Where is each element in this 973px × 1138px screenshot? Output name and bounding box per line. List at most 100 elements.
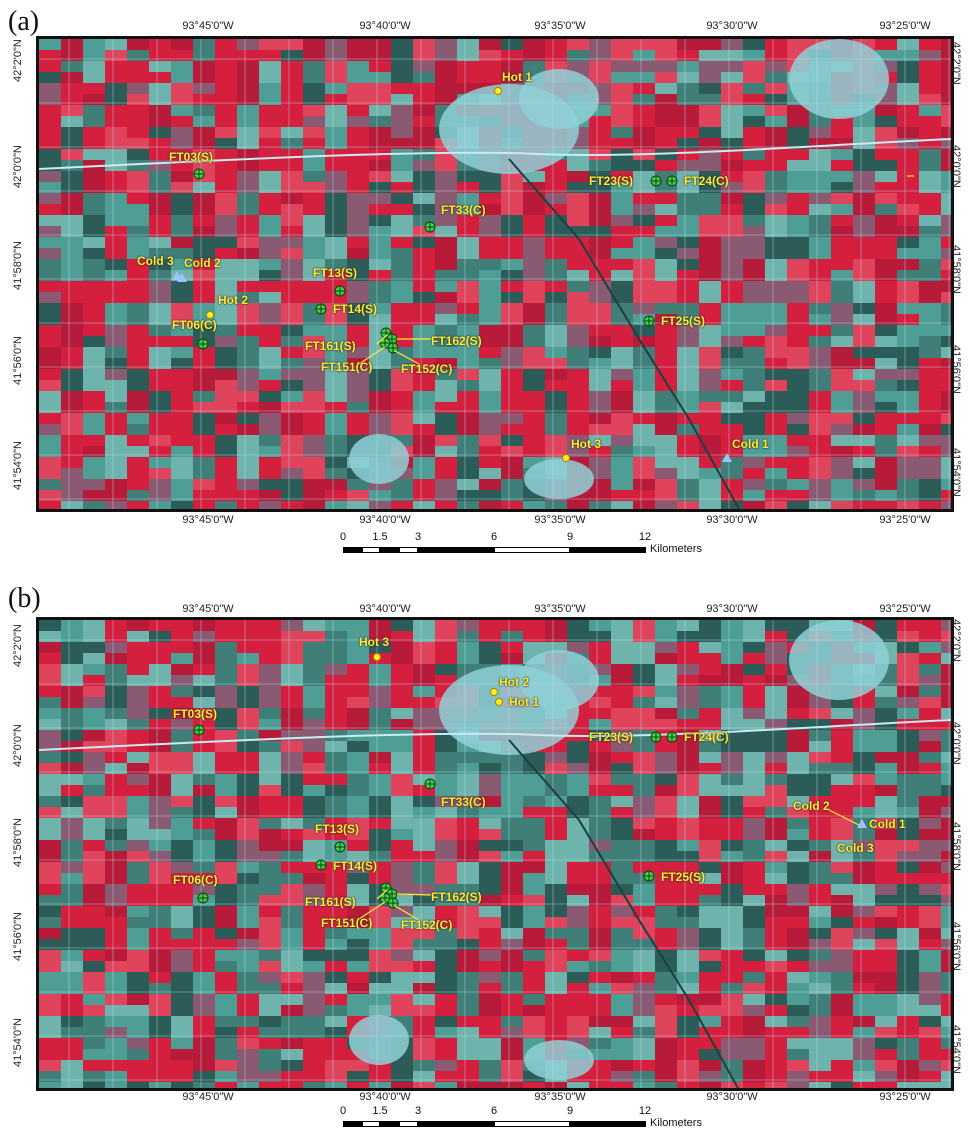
scale-tick: 0 bbox=[339, 531, 347, 543]
scale-tick: 1.5 bbox=[372, 1105, 388, 1117]
site-label: FT25(S) bbox=[661, 314, 706, 328]
lon-label: 93°25'0"W bbox=[879, 514, 931, 526]
lat-label: 41°56'0"N bbox=[12, 336, 24, 385]
lon-label: 93°45'0"W bbox=[182, 514, 234, 526]
site-marker-icon bbox=[666, 731, 678, 743]
hot-pixel-icon bbox=[495, 698, 503, 706]
site-marker-icon bbox=[666, 175, 678, 187]
scale-tick: 9 bbox=[566, 531, 574, 543]
site-label: FT161(S) bbox=[305, 895, 356, 909]
scale-unit: Kilometers bbox=[650, 543, 702, 555]
lat-label: 42°0'0"N bbox=[12, 145, 24, 188]
hot-pixel-label: Hot 2 bbox=[499, 675, 529, 689]
scale-tick: 0 bbox=[339, 1105, 347, 1117]
map-annotations: FT03(S) FT06(C) FT13(S) FT14(S) FT161(S)… bbox=[39, 620, 951, 1088]
lat-label: 41°56'0"N bbox=[12, 912, 24, 961]
site-label: FT23(S) bbox=[589, 730, 634, 744]
cold-pixel-label: Cold 3 bbox=[837, 841, 874, 855]
lat-label: 41°54'0"N bbox=[12, 441, 24, 490]
site-marker-icon bbox=[315, 303, 327, 315]
cold-pixel-icon bbox=[172, 271, 182, 280]
site-label: FT13(S) bbox=[313, 266, 358, 280]
hot-pixel-icon bbox=[490, 688, 498, 696]
site-label: FT06(C) bbox=[173, 873, 218, 887]
lon-label: 93°40'0"W bbox=[359, 20, 411, 32]
hot-pixel-label: Hot 3 bbox=[571, 437, 601, 451]
scale-tick: 3 bbox=[414, 531, 422, 543]
site-label: FT06(C) bbox=[172, 318, 217, 332]
scale-tick: 6 bbox=[490, 1105, 498, 1117]
lon-label: 93°30'0"W bbox=[706, 514, 758, 526]
hot-pixel-icon bbox=[373, 653, 381, 661]
site-marker-icon bbox=[387, 897, 399, 909]
imagery bbox=[39, 620, 951, 1088]
site-label: FT161(S) bbox=[305, 339, 356, 353]
site-marker-icon bbox=[334, 841, 346, 853]
site-label: FT33(C) bbox=[441, 203, 486, 217]
cold-pixel-label: Cold 2 bbox=[793, 799, 830, 813]
site-marker-icon bbox=[193, 724, 205, 736]
site-label: FT23(S) bbox=[589, 174, 634, 188]
cold-pixel-icon bbox=[722, 453, 732, 462]
site-label: FT162(S) bbox=[431, 890, 482, 904]
lon-label: 93°25'0"W bbox=[879, 20, 931, 32]
hot-pixel-label: Hot 1 bbox=[502, 70, 532, 84]
lat-label: 42°2'0"N bbox=[12, 624, 24, 667]
cold-pixel-label: Cold 1 bbox=[869, 817, 906, 831]
hot-pixel-label: Hot 1 bbox=[509, 695, 539, 709]
site-label: FT33(C) bbox=[441, 795, 486, 809]
lon-label: 93°45'0"W bbox=[182, 1091, 234, 1103]
cold-pixel-icon bbox=[857, 819, 867, 828]
imagery bbox=[39, 39, 951, 509]
site-marker-icon bbox=[379, 337, 391, 349]
scale-tick: 6 bbox=[490, 531, 498, 543]
cold-pixel-label: Cold 1 bbox=[732, 437, 769, 451]
lon-label: 93°35'0"W bbox=[534, 514, 586, 526]
scale-tick: 1.5 bbox=[372, 531, 388, 543]
site-marker-icon bbox=[650, 731, 662, 743]
site-marker-icon bbox=[315, 859, 327, 871]
site-marker-icon bbox=[379, 892, 391, 904]
scale-unit: Kilometers bbox=[650, 1117, 702, 1129]
hot-pixel-label: Hot 3 bbox=[359, 635, 389, 649]
scale-tick: 9 bbox=[566, 1105, 574, 1117]
site-marker-icon bbox=[643, 870, 655, 882]
panel-a: (a) 93°45'0"W 93°40'0"W 93°35'0"W 93°30'… bbox=[8, 6, 962, 555]
site-marker-icon bbox=[424, 778, 436, 790]
hot-pixel-label: Hot 2 bbox=[218, 293, 248, 307]
site-marker-icon bbox=[197, 892, 209, 904]
site-label: FT24(C) bbox=[684, 730, 729, 744]
panel-b: (b) 93°45'0"W 93°40'0"W 93°35'0"W 93°30'… bbox=[0, 569, 973, 1138]
lon-label: 93°35'0"W bbox=[534, 603, 586, 615]
site-marker-icon bbox=[387, 342, 399, 354]
site-marker-icon bbox=[197, 338, 209, 350]
lon-label: 93°30'0"W bbox=[706, 603, 758, 615]
site-marker-icon bbox=[650, 175, 662, 187]
lat-label: 42°0'0"N bbox=[12, 724, 24, 767]
false-color-map: FT03(S) FT06(C) FT13(S) FT14(S) FT161(S)… bbox=[36, 36, 954, 512]
site-label: FT14(S) bbox=[333, 859, 378, 873]
lon-label: 93°25'0"W bbox=[879, 1091, 931, 1103]
site-marker-icon bbox=[643, 315, 655, 327]
lat-label: 41°58'0"N bbox=[12, 241, 24, 290]
site-label: FT14(S) bbox=[333, 302, 378, 316]
hot-pixel-icon bbox=[206, 311, 214, 319]
lon-label: 93°25'0"W bbox=[879, 603, 931, 615]
site-label: FT152(C) bbox=[401, 362, 453, 376]
lat-label: 41°58'0"N bbox=[12, 818, 24, 867]
site-label: FT03(S) bbox=[169, 150, 214, 164]
site-label: FT151(C) bbox=[321, 916, 373, 930]
site-marker-icon bbox=[193, 168, 205, 180]
lon-label: 93°45'0"W bbox=[182, 20, 234, 32]
lon-label: 93°30'0"W bbox=[706, 1091, 758, 1103]
site-label: FT151(C) bbox=[321, 360, 373, 374]
site-label: FT24(C) bbox=[684, 174, 729, 188]
scale-tick: 12 bbox=[638, 1105, 652, 1117]
cold-pixel-label: Cold 2 bbox=[184, 256, 221, 270]
false-color-map: FT03(S) FT06(C) FT13(S) FT14(S) FT161(S)… bbox=[36, 617, 954, 1091]
lon-label: 93°40'0"W bbox=[359, 603, 411, 615]
hot-pixel-icon bbox=[562, 454, 570, 462]
map-annotations: FT03(S) FT06(C) FT13(S) FT14(S) FT161(S)… bbox=[39, 39, 951, 509]
lon-label: 93°30'0"W bbox=[706, 20, 758, 32]
lon-label: 93°35'0"W bbox=[534, 1091, 586, 1103]
